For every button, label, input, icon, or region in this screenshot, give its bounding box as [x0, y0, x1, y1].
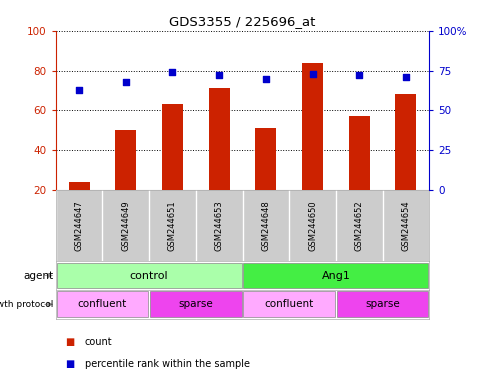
Point: [401, 74, 409, 80]
Bar: [336, 291, 427, 317]
Bar: [348, 116, 369, 190]
Bar: [68, 182, 90, 190]
Bar: [255, 128, 276, 190]
Text: sparse: sparse: [364, 299, 399, 310]
Text: Ang1: Ang1: [321, 270, 349, 281]
Point: [308, 71, 316, 77]
Text: GSM244650: GSM244650: [307, 200, 317, 251]
Text: agent: agent: [23, 270, 53, 281]
Text: confluent: confluent: [77, 299, 127, 310]
Bar: [394, 94, 416, 190]
Text: GSM244653: GSM244653: [214, 200, 223, 251]
Point: [215, 72, 223, 78]
Text: growth protocol: growth protocol: [0, 300, 53, 309]
Bar: [57, 291, 148, 317]
Text: GSM244649: GSM244649: [121, 200, 130, 251]
Text: count: count: [85, 336, 112, 347]
Bar: [208, 88, 229, 190]
Point: [75, 87, 83, 93]
Text: percentile rank within the sample: percentile rank within the sample: [85, 359, 249, 369]
Bar: [302, 63, 322, 190]
Bar: [115, 130, 136, 190]
Text: GSM244654: GSM244654: [401, 200, 409, 251]
Text: GSM244648: GSM244648: [261, 200, 270, 251]
Bar: [57, 263, 241, 288]
Point: [168, 69, 176, 75]
Title: GDS3355 / 225696_at: GDS3355 / 225696_at: [169, 15, 315, 28]
Bar: [243, 263, 427, 288]
Point: [355, 72, 363, 78]
Text: ■: ■: [65, 359, 75, 369]
Bar: [243, 291, 334, 317]
Bar: [150, 291, 241, 317]
Bar: [162, 104, 182, 190]
Point: [121, 79, 129, 85]
Point: [261, 75, 269, 81]
Text: GSM244651: GSM244651: [167, 200, 177, 251]
Text: control: control: [130, 270, 168, 281]
Text: sparse: sparse: [178, 299, 213, 310]
Text: GSM244647: GSM244647: [75, 200, 83, 251]
Text: GSM244652: GSM244652: [354, 200, 363, 251]
Text: confluent: confluent: [264, 299, 313, 310]
Text: ■: ■: [65, 336, 75, 347]
